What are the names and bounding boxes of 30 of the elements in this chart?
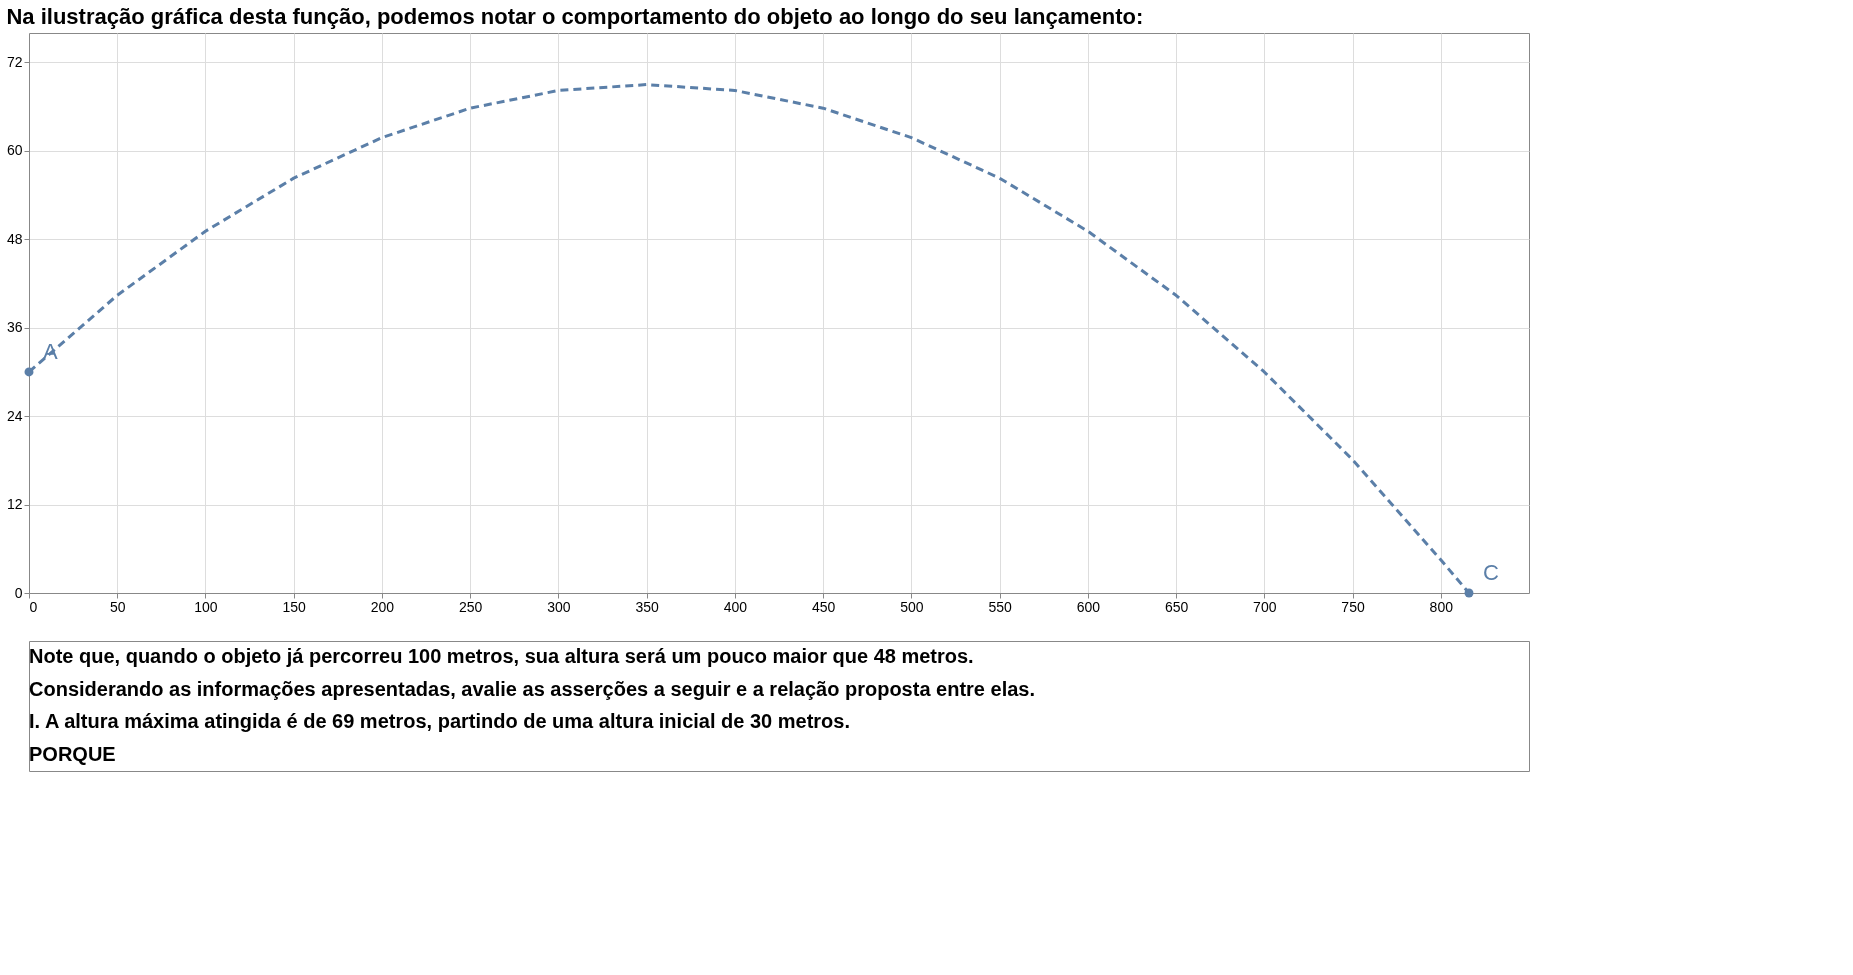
y-tick-label: 72 bbox=[6, 53, 23, 70]
text: Note que, quando o objeto já percorreu 100 metros, sua altura será um pouco maior que 48 metros. bbox=[29, 645, 974, 668]
y-tick-label: 60 bbox=[6, 142, 23, 159]
x-tick-label: 250 bbox=[459, 598, 483, 615]
x-tick-label: 100 bbox=[194, 598, 218, 615]
y-tick-label: 48 bbox=[6, 230, 23, 247]
x-tick-label: 400 bbox=[723, 598, 748, 615]
x-tick-label: 650 bbox=[1164, 598, 1189, 615]
y-tick-label: 12 bbox=[6, 496, 23, 513]
x-tick-label: 550 bbox=[988, 598, 1012, 615]
x-tick-label: 450 bbox=[811, 598, 836, 615]
x-tick-label: 350 bbox=[635, 598, 660, 615]
annotation: C bbox=[1483, 560, 1499, 585]
text: PORQUE bbox=[29, 742, 116, 765]
x-tick-label: 800 bbox=[1429, 598, 1454, 615]
x-tick-label: 500 bbox=[900, 598, 924, 615]
x-tick-label: 750 bbox=[1341, 598, 1365, 615]
y-tick-label: 24 bbox=[6, 407, 23, 424]
x-tick-label: 700 bbox=[1253, 598, 1277, 615]
x-tick-label: 50 bbox=[109, 598, 126, 615]
x-tick-label: 600 bbox=[1076, 598, 1101, 615]
chart-title: Na ilustração gráfica desta função, podemos notar o comportamento do objeto ao longo do seu lançamento: bbox=[6, 4, 1144, 29]
x-tick-label: 150 bbox=[282, 598, 307, 615]
y-tick-label: 36 bbox=[6, 319, 23, 336]
text: I. A altura máxima atingida é de 69 metros, partindo de uma altura inicial de 30 metros. bbox=[29, 710, 850, 733]
x-tick-label: 300 bbox=[547, 598, 571, 615]
x-tick-label: 200 bbox=[370, 598, 395, 615]
text: Considerando as informações apresentadas, avalie as asserções a seguir e a relação proposta entre elas. bbox=[29, 677, 1036, 700]
y-tick-label: 0 bbox=[14, 584, 23, 601]
x-tick-label: 0 bbox=[29, 598, 38, 615]
